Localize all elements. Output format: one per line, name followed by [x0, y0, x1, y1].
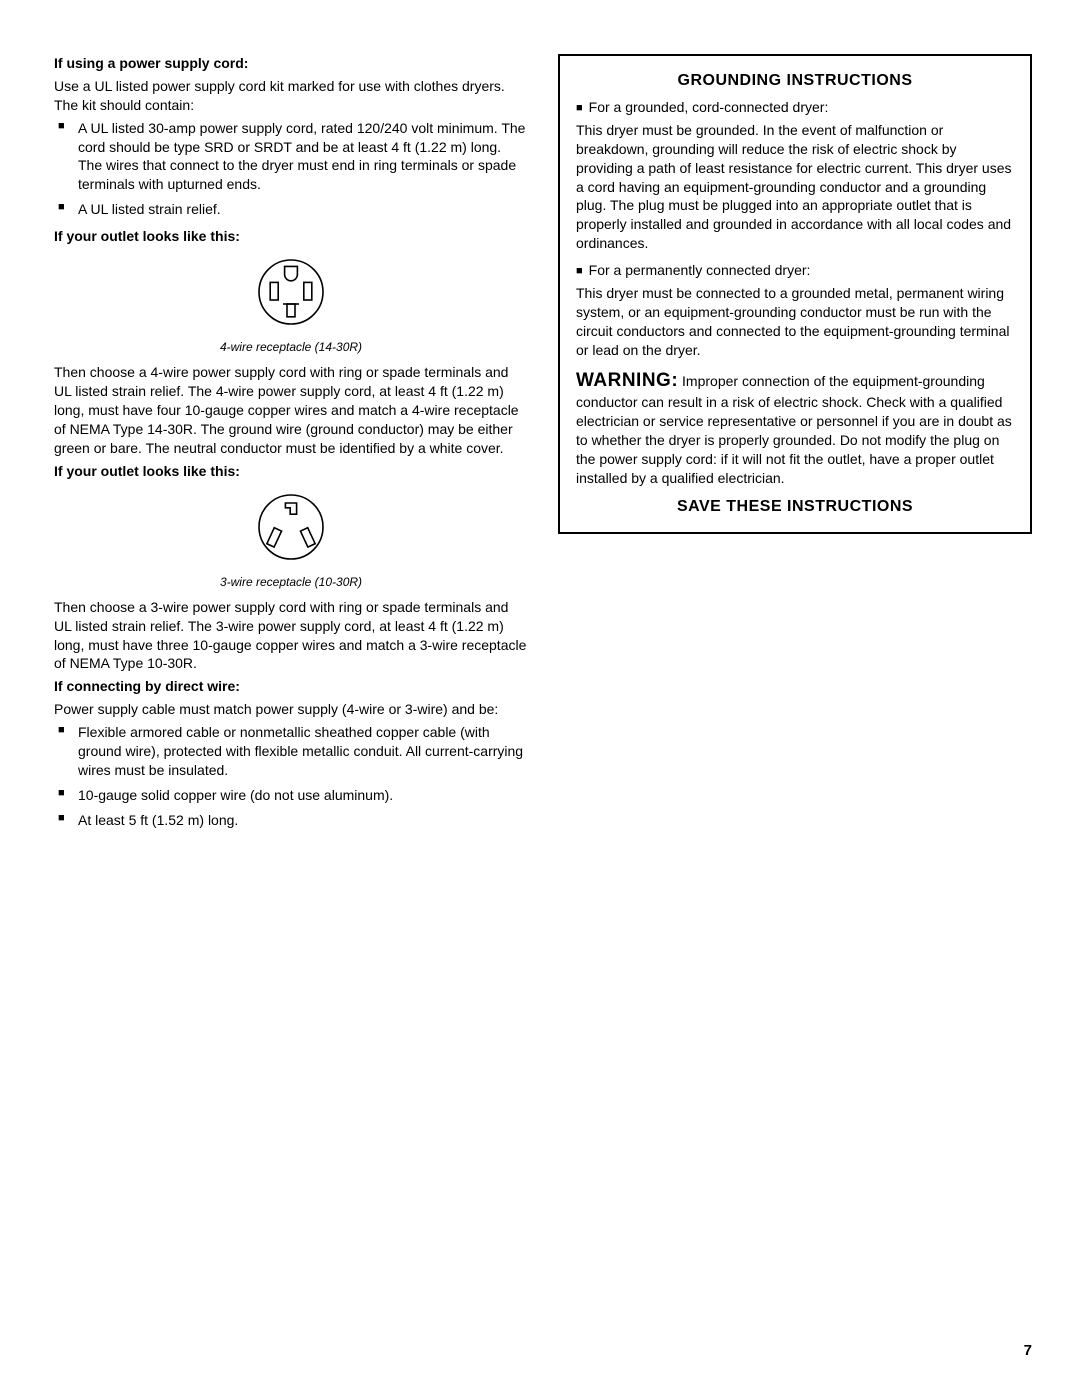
right-column: GROUNDING INSTRUCTIONS ■For a grounded, … [558, 54, 1032, 838]
caption-3wire: 3-wire receptacle (10-30R) [54, 574, 528, 590]
left-column: If using a power supply cord: Use a UL l… [54, 54, 528, 838]
heading-outlet-3wire: If your outlet looks like this: [54, 462, 528, 481]
grounding-title: GROUNDING INSTRUCTIONS [576, 72, 1014, 90]
save-instructions: SAVE THESE INSTRUCTIONS [576, 498, 1014, 516]
text-4wire: Then choose a 4-wire power supply cord w… [54, 363, 528, 457]
list-item: 10-gauge solid copper wire (do not use a… [54, 786, 528, 805]
receptacle-4wire-icon [251, 252, 331, 332]
bullet-cord-connected: ■For a grounded, cord-connected dryer: [576, 98, 1014, 117]
warning-paragraph: WARNING: Improper connection of the equi… [576, 368, 1014, 488]
caption-4wire: 4-wire receptacle (14-30R) [54, 339, 528, 355]
square-bullet-icon: ■ [576, 264, 583, 279]
heading-outlet-4wire: If your outlet looks like this: [54, 227, 528, 246]
text-3wire: Then choose a 3-wire power supply cord w… [54, 598, 528, 674]
list-power-cord-kit: A UL listed 30-amp power supply cord, ra… [54, 119, 528, 219]
text-direct-wire-intro: Power supply cable must match power supp… [54, 700, 528, 719]
list-item: A UL listed 30-amp power supply cord, ra… [54, 119, 528, 195]
text-cord-connected: This dryer must be grounded. In the even… [576, 121, 1014, 253]
figure-4wire [54, 252, 528, 335]
list-direct-wire: Flexible armored cable or nonmetallic sh… [54, 723, 528, 829]
receptacle-3wire-icon [251, 487, 331, 567]
text-power-cord-intro: Use a UL listed power supply cord kit ma… [54, 77, 528, 115]
figure-3wire [54, 487, 528, 570]
list-item: At least 5 ft (1.52 m) long. [54, 811, 528, 830]
heading-power-cord: If using a power supply cord: [54, 54, 528, 73]
page-number: 7 [1024, 1342, 1032, 1359]
heading-direct-wire: If connecting by direct wire: [54, 677, 528, 696]
bullet-permanent: ■For a permanently connected dryer: [576, 261, 1014, 280]
warning-label: WARNING: [576, 370, 678, 391]
square-bullet-icon: ■ [576, 101, 583, 116]
list-item: Flexible armored cable or nonmetallic sh… [54, 723, 528, 780]
text-permanent: This dryer must be connected to a ground… [576, 284, 1014, 360]
grounding-box: GROUNDING INSTRUCTIONS ■For a grounded, … [558, 54, 1032, 534]
list-item: A UL listed strain relief. [54, 200, 528, 219]
